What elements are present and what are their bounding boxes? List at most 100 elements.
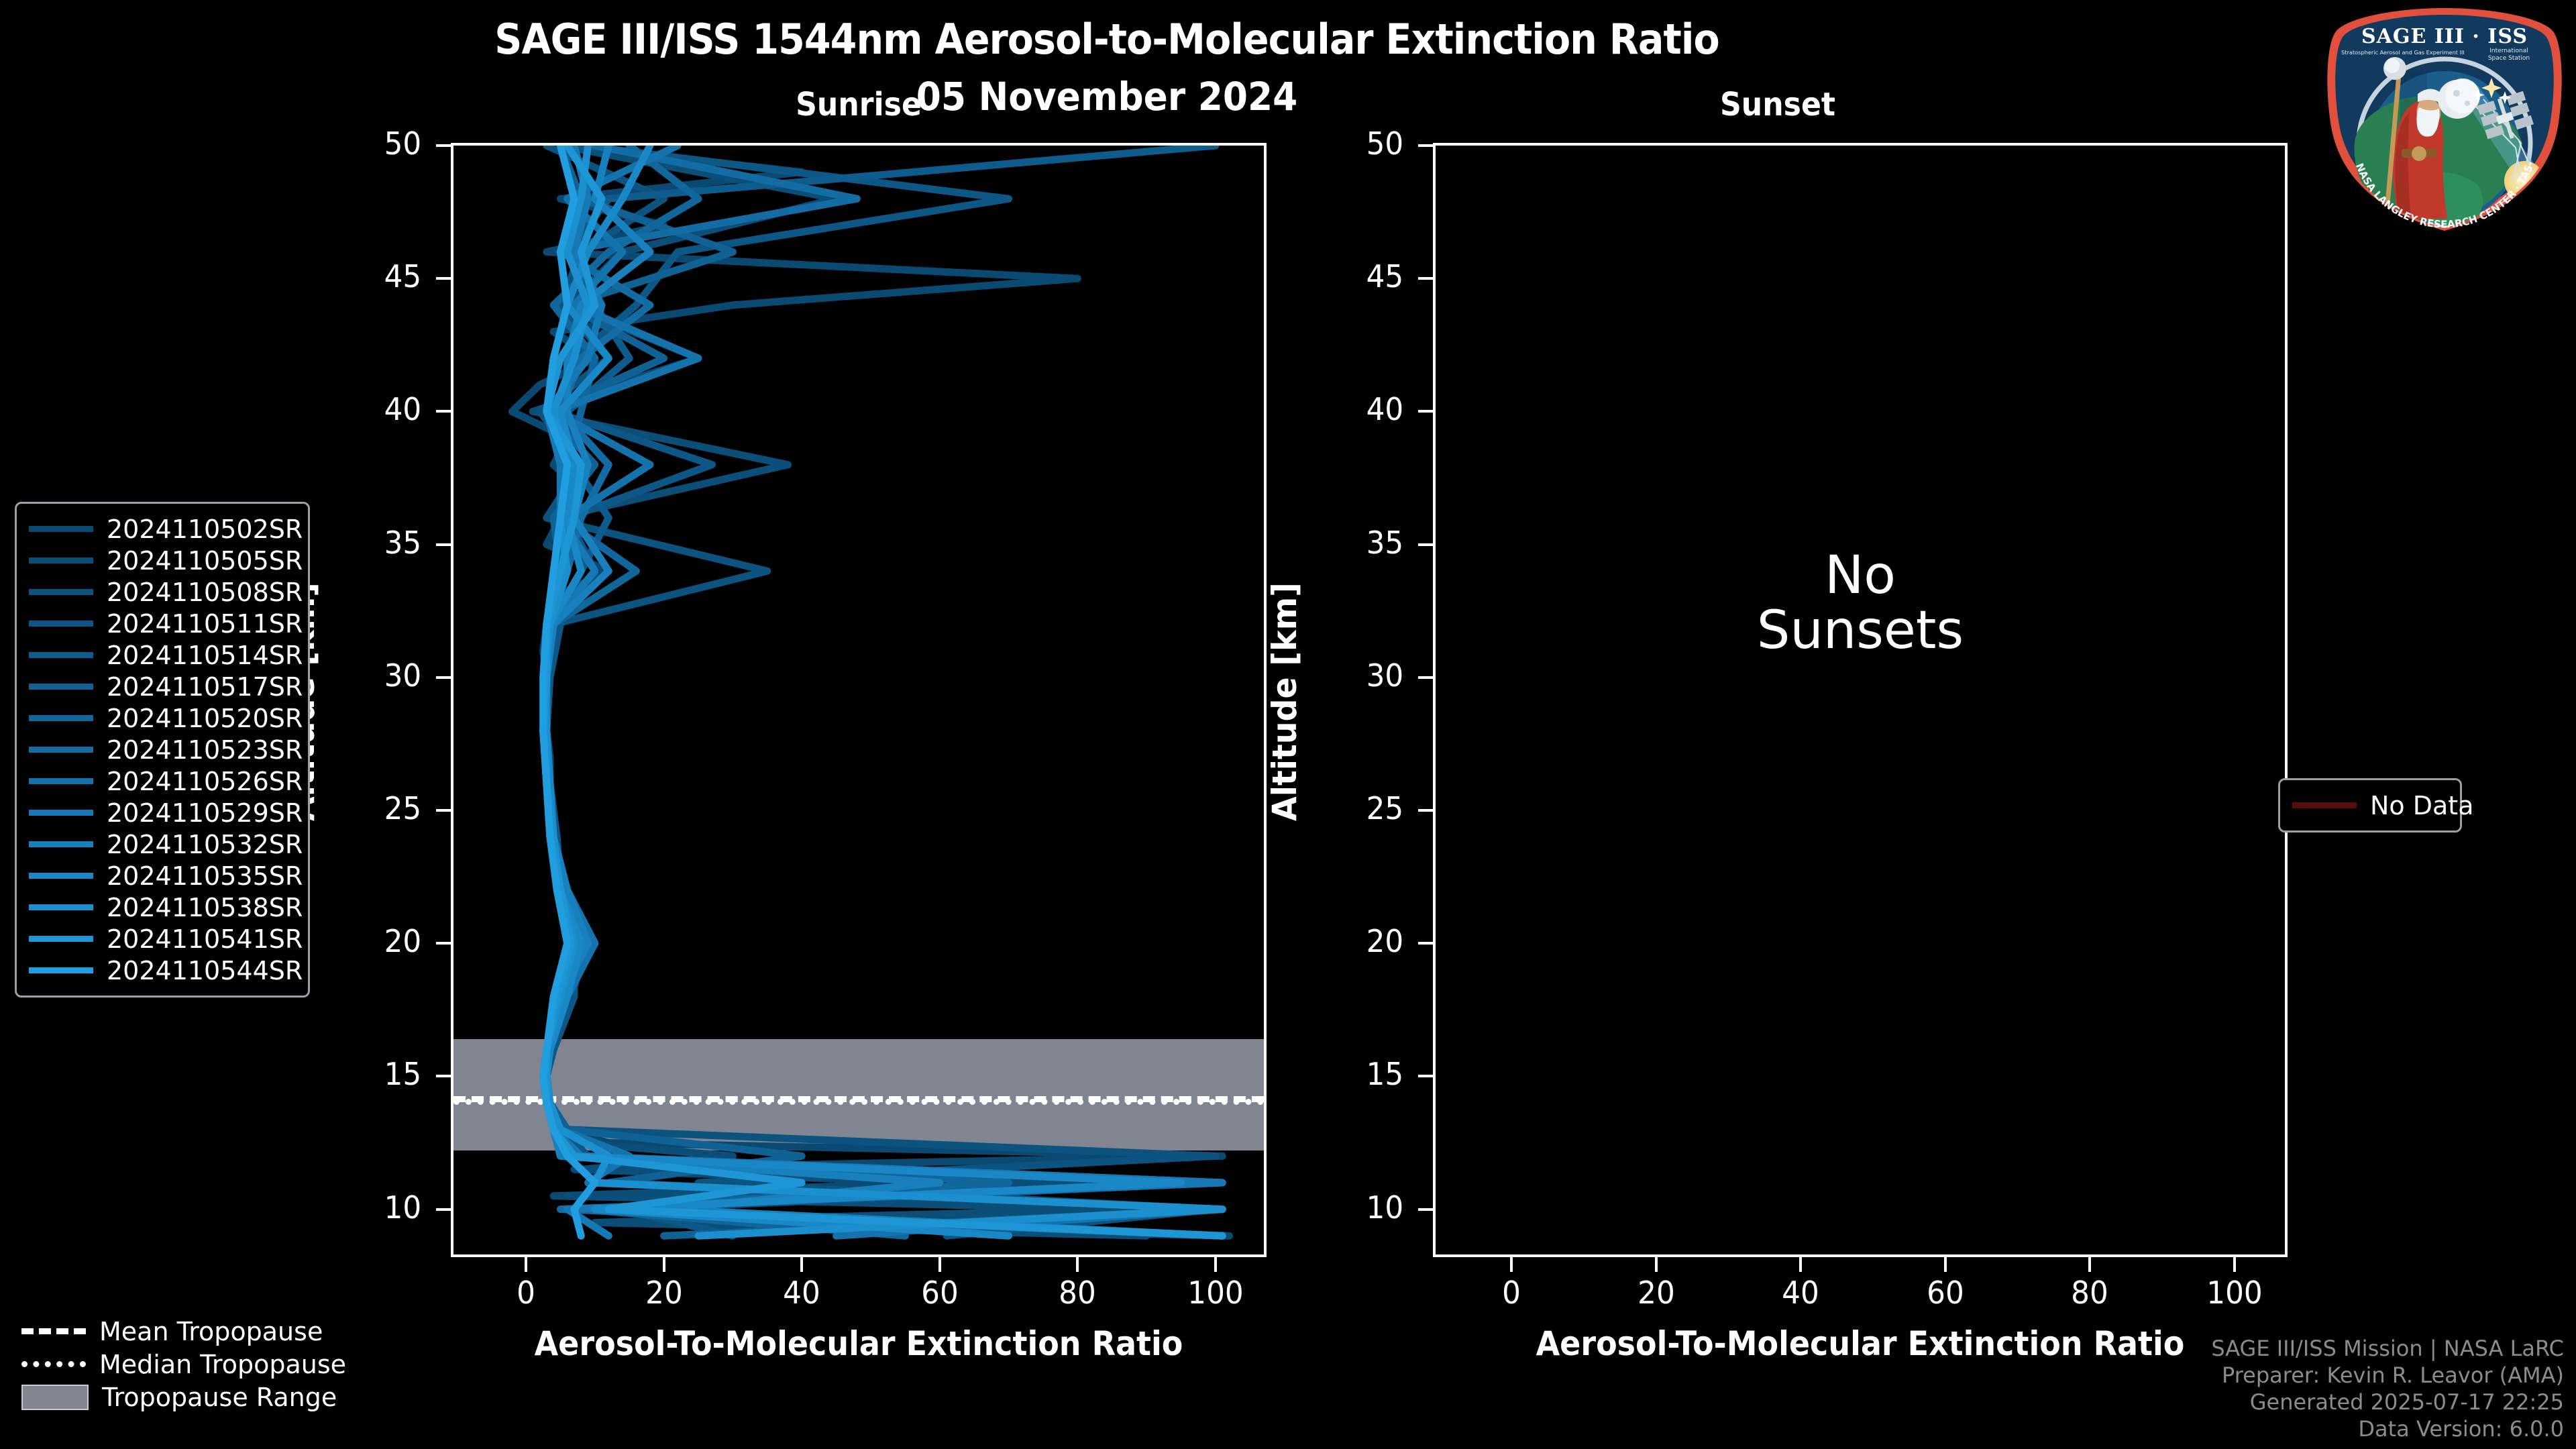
legend-item-profile[interactable]: 2024110532SR: [29, 828, 303, 860]
profile-legend-label: 2024110511SR: [107, 608, 303, 639]
y-tick-label: 40: [1366, 391, 1404, 428]
x-tick-label: 80: [1059, 1275, 1097, 1311]
profiles-legend[interactable]: 2024110502SR 2024110505SR 2024110508SR 2024…: [15, 502, 310, 998]
y-tick: [1418, 543, 1433, 546]
profile-legend-label: 2024110544SR: [107, 955, 303, 985]
x-tick: [524, 1257, 527, 1272]
profile-legend-label: 2024110502SR: [107, 514, 303, 544]
y-tick: [436, 277, 451, 280]
profile-color-swatch: [29, 652, 93, 658]
y-tick-label: 30: [384, 657, 422, 694]
legend-item-tropopause: Median Tropopause: [21, 1348, 346, 1381]
profile-color-swatch: [29, 873, 93, 879]
x-tick-label: 20: [645, 1275, 683, 1311]
y-tick: [1418, 144, 1433, 147]
legend-item-profile[interactable]: 2024110544SR: [29, 955, 303, 986]
legend-item-profile[interactable]: 2024110538SR: [29, 892, 303, 923]
legend-item-profile[interactable]: 2024110523SR: [29, 734, 303, 765]
y-tick: [1418, 942, 1433, 945]
x-tick: [2233, 1257, 2236, 1272]
y-tick-label: 15: [384, 1056, 422, 1093]
y-axis-title: Altitude [km]: [1265, 582, 1304, 821]
x-tick-label: 60: [1926, 1275, 1964, 1311]
legend-item-profile[interactable]: 2024110505SR: [29, 545, 303, 576]
legend-item-profile[interactable]: 2024110502SR: [29, 513, 303, 545]
x-tick-label: 0: [1502, 1275, 1521, 1311]
profile-legend-label: 2024110541SR: [107, 924, 303, 954]
legend-item-profile[interactable]: 2024110535SR: [29, 860, 303, 892]
patch-subtitle-right-2: Space Station: [2488, 55, 2530, 62]
page-subtitle: 05 November 2024: [916, 74, 1298, 119]
sunset-panel-title: Sunset: [1719, 86, 1836, 123]
legend-item-profile[interactable]: 2024110520SR: [29, 702, 303, 734]
no-sunsets-line1: No: [1824, 545, 1896, 606]
x-tick-label: 20: [1637, 1275, 1675, 1311]
profile-color-swatch: [29, 684, 93, 690]
y-tick-label: 25: [384, 790, 422, 826]
profile-color-swatch: [29, 841, 93, 847]
stars-icon: [2471, 78, 2512, 104]
tropopause-legend-label: Mean Tropopause: [99, 1316, 323, 1346]
y-tick: [436, 1075, 451, 1078]
profile-legend-label: 2024110508SR: [107, 577, 303, 607]
sunset-plot-area: No Sunsets: [1433, 143, 2288, 1257]
profile-line: [508, 146, 1234, 1240]
x-tick: [800, 1257, 804, 1272]
y-tick: [1418, 809, 1433, 812]
y-tick-label: 45: [384, 258, 422, 295]
profile-color-swatch: [29, 747, 93, 753]
extinction-ratio-profiles: [508, 146, 1234, 1240]
profile-legend-label: 2024110523SR: [107, 735, 303, 765]
x-tick-label: 100: [2206, 1275, 2263, 1311]
x-tick: [1654, 1257, 1658, 1272]
x-tick-label: 0: [517, 1275, 535, 1311]
x-tick: [662, 1257, 665, 1272]
tropopause-range-swatch: [21, 1384, 89, 1410]
x-tick-label: 40: [783, 1275, 820, 1311]
profile-color-swatch: [29, 810, 93, 816]
tropopause-legend-label: Tropopause Range: [102, 1382, 337, 1412]
y-tick: [1418, 410, 1433, 413]
x-axis-title: Aerosol-To-Molecular Extinction Ratio: [1536, 1324, 2185, 1363]
legend-item-profile[interactable]: 2024110511SR: [29, 608, 303, 639]
legend-item-profile[interactable]: 2024110514SR: [29, 639, 303, 671]
legend-item-profile[interactable]: 2024110517SR: [29, 671, 303, 702]
profile-color-swatch: [29, 526, 93, 532]
credits-block: SAGE III/ISS Mission | NASA LaRC Prepare…: [2211, 1335, 2564, 1442]
profile-line: [539, 146, 599, 1240]
legend-item-tropopause: Mean Tropopause: [21, 1315, 346, 1348]
tropopause-legend: Mean Tropopause Median Tropopause Tropopau…: [9, 1305, 358, 1423]
x-tick-label: 60: [920, 1275, 959, 1311]
x-tick-label: 40: [1782, 1275, 1819, 1311]
credits-data-version: Data Version: 6.0.0: [2358, 1416, 2564, 1442]
no-data-label: No Data: [2370, 790, 2474, 820]
profile-color-swatch: [29, 967, 93, 973]
y-tick-label: 20: [1366, 923, 1404, 960]
x-tick: [1510, 1257, 1513, 1272]
legend-item-profile[interactable]: 2024110529SR: [29, 797, 303, 828]
y-tick-label: 10: [384, 1189, 422, 1226]
patch-title: SAGE III · ISS: [2361, 25, 2528, 48]
tropopause-legend-label: Median Tropopause: [99, 1349, 346, 1379]
y-tick: [436, 676, 451, 679]
profile-legend-label: 2024110526SR: [107, 766, 303, 796]
sage-iii-iss-mission-patch-logo: SAGE III · ISS Stratospheric Aerosol and…: [2320, 5, 2562, 231]
x-tick: [938, 1257, 941, 1272]
x-tick: [1214, 1257, 1218, 1272]
patch-subtitle-right-1: International: [2489, 48, 2528, 54]
legend-item-profile[interactable]: 2024110508SR: [29, 576, 303, 608]
x-tick: [2088, 1257, 2092, 1272]
y-tick: [436, 543, 451, 546]
y-tick: [436, 410, 451, 413]
credits-mission: SAGE III/ISS Mission | NASA LaRC: [2211, 1336, 2564, 1361]
legend-item-profile[interactable]: 2024110526SR: [29, 765, 303, 797]
profile-legend-label: 2024110505SR: [107, 545, 303, 576]
y-tick-label: 10: [1366, 1189, 1404, 1226]
y-tick-label: 40: [384, 391, 422, 428]
profile-line: [539, 146, 1226, 1240]
profile-legend-label: 2024110532SR: [107, 829, 303, 859]
credits-generated: Generated 2025-07-17 22:25: [2249, 1389, 2564, 1415]
legend-item-profile[interactable]: 2024110541SR: [29, 923, 303, 955]
y-tick-label: 15: [1366, 1056, 1404, 1093]
no-data-swatch: [2292, 802, 2357, 808]
